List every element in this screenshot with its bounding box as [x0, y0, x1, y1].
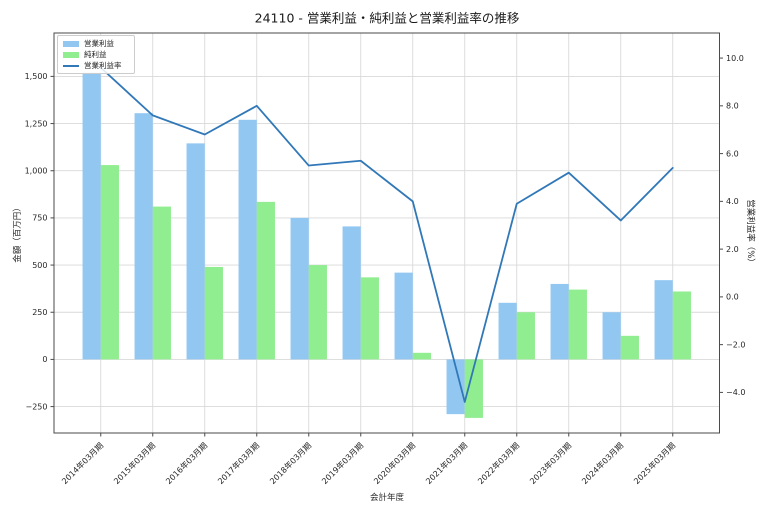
x-tick-label: 2017年03月期	[216, 440, 262, 486]
legend-label-operating-margin: 営業利益率	[84, 61, 122, 70]
legend-item-operating-margin: 営業利益率	[63, 61, 130, 70]
right-y-tick-label: 2.0	[726, 245, 739, 254]
right-y-tick-label: 6.0	[726, 149, 739, 158]
legend-swatch-operating-profit-icon	[63, 40, 79, 47]
right-y-tick-label: 8.0	[726, 102, 739, 111]
bar	[550, 283, 569, 360]
rate-line	[99, 66, 674, 403]
bar	[186, 143, 205, 360]
left-y-tick-label: 750	[32, 214, 47, 223]
left-y-axis-label: 金額（百万円）	[13, 203, 23, 263]
left-y-tick-label: 250	[32, 308, 47, 317]
bar	[256, 201, 275, 360]
x-tick-label: 2022年03月期	[476, 440, 522, 486]
bar	[360, 277, 379, 360]
x-tick-label: 2014年03月期	[60, 440, 106, 486]
x-tick-label: 2023年03月期	[528, 440, 574, 486]
x-tick-label: 2019年03月期	[320, 440, 366, 486]
bar-series-0	[82, 72, 673, 415]
bar	[446, 359, 465, 415]
legend-swatch-net-profit-icon	[63, 51, 79, 58]
left-y-tick-label: −250	[26, 402, 48, 411]
plot-border	[53, 32, 720, 434]
x-tick-label: 2020年03月期	[372, 440, 418, 486]
x-tick-label: 2015年03月期	[112, 440, 158, 486]
bar	[516, 312, 535, 360]
bar	[602, 312, 621, 360]
left-y-tick-label: 0	[42, 355, 47, 364]
right-y-tick-label: 0.0	[726, 293, 739, 302]
x-tick-label: 2024年03月期	[580, 440, 626, 486]
chart-title: 24110 - 営業利益・純利益と営業利益率の推移	[254, 10, 520, 26]
bar	[342, 226, 361, 360]
left-y-tick-label: 500	[32, 261, 47, 270]
right-y-axis-label: 営業利益率（%）	[745, 199, 755, 267]
legend: 営業利益 純利益 営業利益率	[57, 35, 135, 74]
legend-line-operating-margin-icon	[63, 64, 79, 67]
left-y-tick-label: 1,250	[25, 119, 48, 128]
x-tick-label: 2025年03月期	[632, 440, 678, 486]
bar	[654, 280, 673, 360]
grid	[54, 33, 720, 433]
bar	[152, 206, 171, 360]
bar	[620, 335, 639, 360]
x-tick-label: 2016年03月期	[164, 440, 210, 486]
left-y-tick-label: 1,000	[25, 167, 48, 176]
bar	[672, 291, 691, 360]
bar	[204, 266, 223, 360]
tick-labels: 1,500 1,250 1,000 750 500 250 0 −250 10.0 8.0 6.0 4…	[25, 54, 746, 486]
bar	[308, 265, 327, 360]
bar	[498, 302, 517, 360]
tick-marks	[50, 57, 723, 437]
legend-label-net-profit: 純利益	[84, 50, 107, 59]
legend-item-operating-profit: 営業利益	[63, 39, 130, 48]
bar	[568, 289, 587, 360]
left-y-tick-label: 1,500	[25, 72, 48, 81]
x-tick-label: 2021年03月期	[424, 440, 470, 486]
bar	[290, 217, 309, 360]
right-y-tick-label: 4.0	[726, 197, 739, 206]
x-axis-label: 会計年度	[369, 493, 405, 503]
bar	[238, 119, 257, 360]
bar	[412, 352, 431, 360]
legend-label-operating-profit: 営業利益	[84, 39, 114, 48]
x-tick-label: 2018年03月期	[268, 440, 314, 486]
bar-series-1	[100, 165, 691, 418]
bar	[100, 165, 119, 360]
right-y-tick-label: −2.0	[726, 340, 745, 349]
bar	[82, 72, 101, 360]
bar	[134, 113, 153, 360]
right-y-tick-label: 10.0	[726, 54, 744, 63]
legend-item-net-profit: 純利益	[63, 50, 130, 59]
bar	[394, 272, 413, 360]
bar	[464, 359, 483, 418]
right-y-tick-label: −4.0	[726, 388, 745, 397]
